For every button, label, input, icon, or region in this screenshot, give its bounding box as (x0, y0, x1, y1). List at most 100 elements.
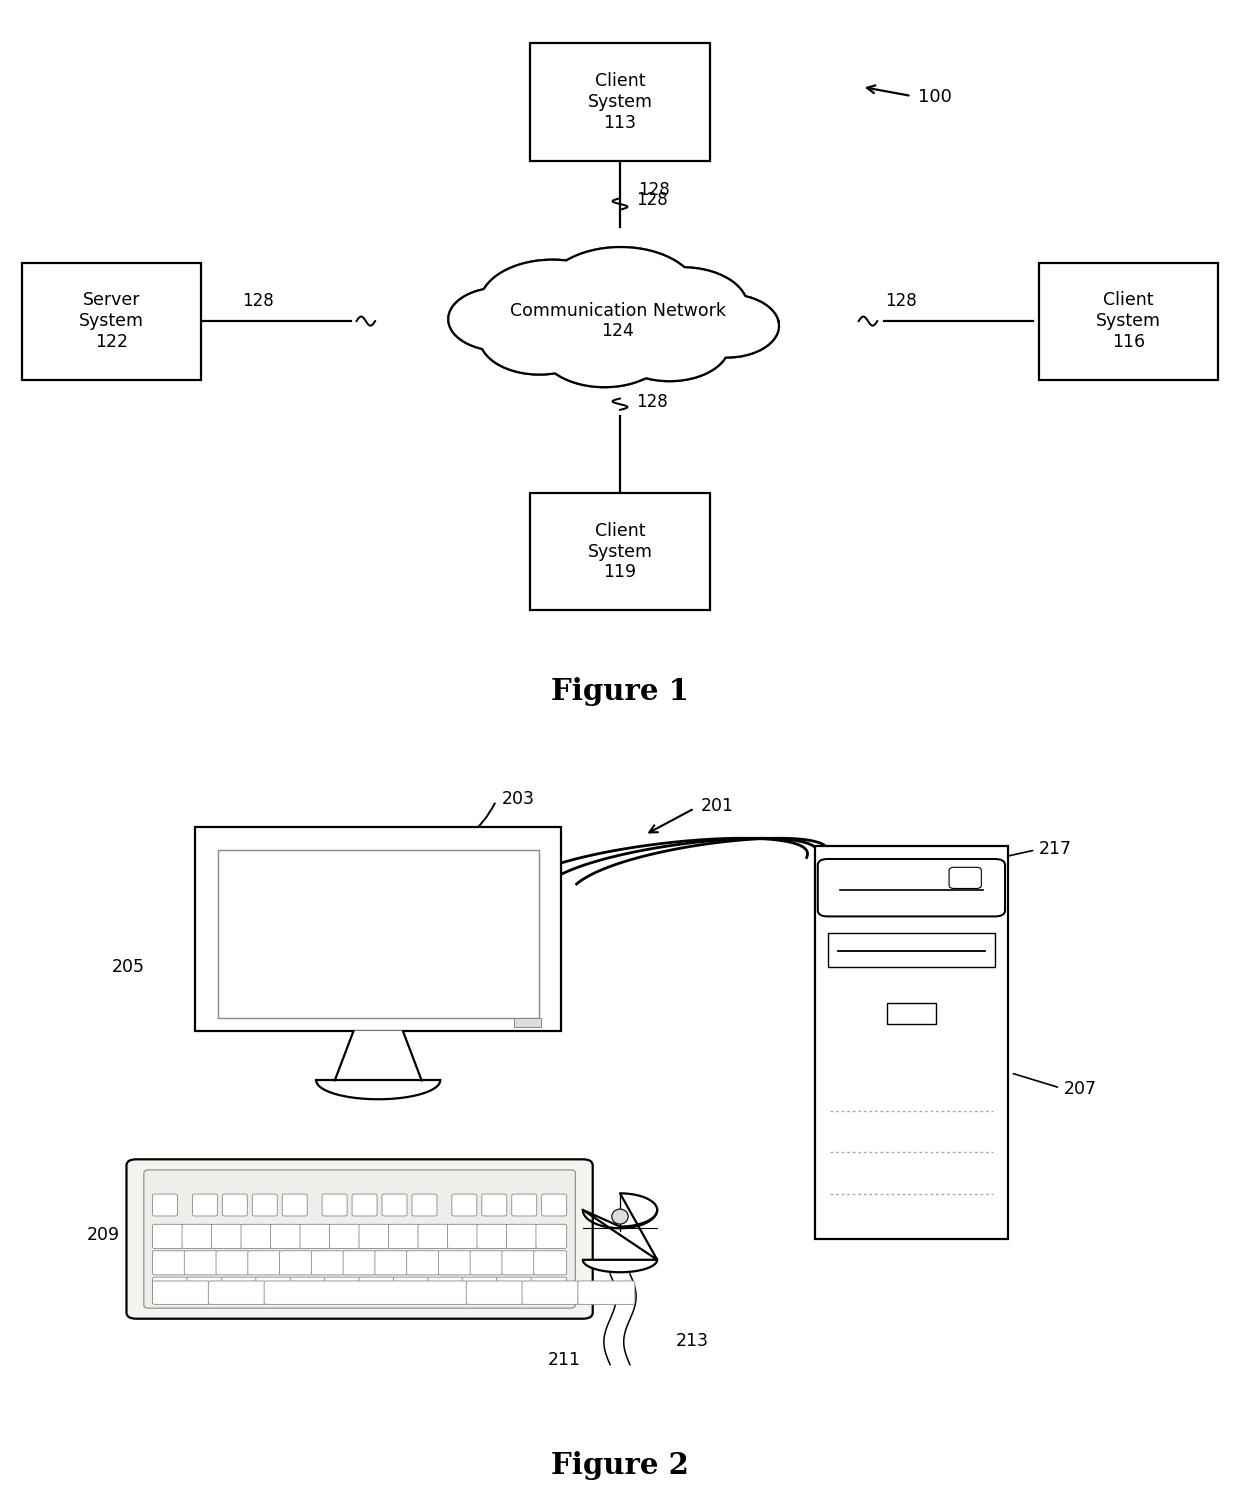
FancyBboxPatch shape (241, 1224, 272, 1248)
Text: Client
System
113: Client System 113 (588, 73, 652, 131)
FancyBboxPatch shape (418, 1224, 449, 1248)
FancyBboxPatch shape (22, 263, 201, 379)
FancyBboxPatch shape (1039, 263, 1218, 379)
FancyBboxPatch shape (531, 493, 709, 610)
Polygon shape (583, 1194, 657, 1272)
Ellipse shape (610, 308, 729, 381)
FancyBboxPatch shape (270, 1224, 301, 1248)
FancyBboxPatch shape (496, 1277, 532, 1301)
FancyBboxPatch shape (144, 1170, 575, 1309)
FancyBboxPatch shape (949, 867, 981, 888)
FancyBboxPatch shape (187, 1277, 222, 1301)
FancyBboxPatch shape (153, 1281, 210, 1304)
FancyBboxPatch shape (428, 1277, 464, 1301)
Text: Figure 2: Figure 2 (551, 1451, 689, 1481)
Ellipse shape (539, 308, 670, 387)
FancyBboxPatch shape (533, 1251, 567, 1275)
Polygon shape (335, 1031, 422, 1080)
Ellipse shape (675, 295, 779, 358)
FancyBboxPatch shape (816, 846, 1007, 1239)
FancyBboxPatch shape (283, 1194, 308, 1216)
FancyBboxPatch shape (222, 1194, 247, 1216)
Text: 128: 128 (639, 181, 671, 199)
Text: 203: 203 (502, 790, 536, 808)
Ellipse shape (542, 246, 698, 343)
Ellipse shape (474, 284, 761, 364)
FancyBboxPatch shape (255, 1277, 291, 1301)
FancyBboxPatch shape (360, 1224, 389, 1248)
FancyBboxPatch shape (522, 1281, 579, 1304)
Ellipse shape (618, 267, 748, 346)
FancyBboxPatch shape (828, 932, 994, 967)
FancyBboxPatch shape (451, 1194, 477, 1216)
Text: 213: 213 (676, 1333, 709, 1349)
FancyBboxPatch shape (330, 1224, 360, 1248)
FancyBboxPatch shape (221, 1277, 257, 1301)
FancyBboxPatch shape (388, 1224, 419, 1248)
FancyBboxPatch shape (153, 1194, 177, 1216)
FancyBboxPatch shape (325, 1277, 360, 1301)
Ellipse shape (480, 260, 625, 349)
FancyBboxPatch shape (448, 1224, 479, 1248)
Text: 128: 128 (636, 393, 668, 411)
FancyBboxPatch shape (290, 1277, 326, 1301)
FancyBboxPatch shape (212, 1224, 242, 1248)
Text: 205: 205 (112, 958, 145, 976)
FancyBboxPatch shape (343, 1251, 376, 1275)
Text: 209: 209 (87, 1227, 120, 1244)
FancyBboxPatch shape (502, 1251, 534, 1275)
FancyBboxPatch shape (311, 1251, 345, 1275)
Text: 207: 207 (1064, 1080, 1097, 1098)
FancyBboxPatch shape (208, 1281, 265, 1304)
FancyBboxPatch shape (463, 1277, 497, 1301)
FancyBboxPatch shape (412, 1194, 436, 1216)
FancyBboxPatch shape (216, 1251, 249, 1275)
Text: 128: 128 (242, 292, 274, 310)
FancyBboxPatch shape (515, 1018, 542, 1027)
FancyBboxPatch shape (531, 1277, 567, 1301)
Text: 217: 217 (1039, 840, 1073, 858)
FancyBboxPatch shape (407, 1251, 440, 1275)
FancyBboxPatch shape (578, 1281, 635, 1304)
FancyBboxPatch shape (818, 858, 1004, 916)
Text: 128: 128 (885, 292, 918, 310)
FancyBboxPatch shape (542, 1194, 567, 1216)
FancyBboxPatch shape (393, 1277, 429, 1301)
FancyBboxPatch shape (264, 1281, 467, 1304)
FancyBboxPatch shape (482, 1194, 507, 1216)
FancyBboxPatch shape (218, 849, 538, 1018)
FancyBboxPatch shape (374, 1251, 408, 1275)
FancyBboxPatch shape (196, 828, 560, 1031)
FancyBboxPatch shape (126, 1159, 593, 1319)
Text: 128: 128 (636, 192, 668, 209)
FancyBboxPatch shape (466, 1281, 523, 1304)
FancyBboxPatch shape (279, 1251, 312, 1275)
FancyBboxPatch shape (477, 1224, 507, 1248)
Polygon shape (316, 1080, 440, 1098)
Text: 100: 100 (918, 88, 951, 106)
Text: Client
System
116: Client System 116 (1096, 292, 1161, 351)
FancyBboxPatch shape (153, 1224, 184, 1248)
FancyBboxPatch shape (536, 1224, 567, 1248)
Ellipse shape (611, 1209, 629, 1224)
FancyBboxPatch shape (322, 1194, 347, 1216)
Text: Communication Network
124: Communication Network 124 (510, 302, 725, 340)
FancyBboxPatch shape (470, 1251, 503, 1275)
FancyBboxPatch shape (531, 44, 709, 160)
FancyBboxPatch shape (192, 1194, 217, 1216)
Text: 201: 201 (701, 798, 734, 814)
FancyBboxPatch shape (439, 1251, 471, 1275)
FancyBboxPatch shape (185, 1251, 217, 1275)
Ellipse shape (449, 287, 552, 351)
Ellipse shape (480, 302, 599, 375)
FancyBboxPatch shape (153, 1277, 188, 1301)
FancyBboxPatch shape (512, 1194, 537, 1216)
Text: Figure 1: Figure 1 (551, 677, 689, 706)
FancyBboxPatch shape (248, 1251, 280, 1275)
Text: 211: 211 (548, 1351, 580, 1369)
Text: Client
System
119: Client System 119 (588, 521, 652, 582)
FancyBboxPatch shape (252, 1194, 278, 1216)
FancyBboxPatch shape (382, 1194, 407, 1216)
FancyBboxPatch shape (182, 1224, 213, 1248)
FancyBboxPatch shape (358, 1277, 394, 1301)
